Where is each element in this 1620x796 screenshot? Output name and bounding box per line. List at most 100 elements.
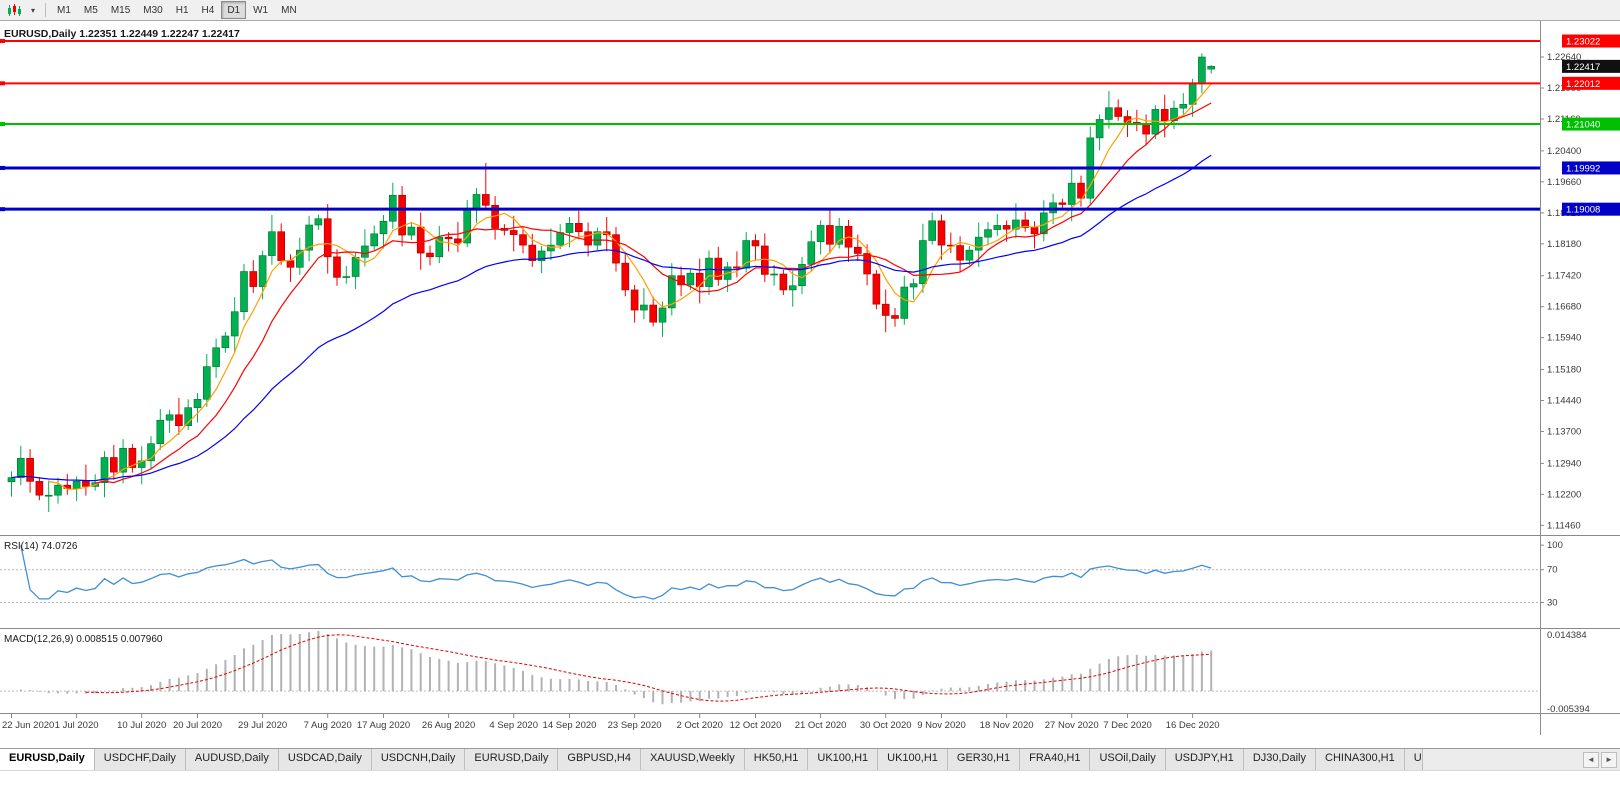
svg-text:30: 30 xyxy=(1547,597,1558,608)
svg-text:26 Aug 2020: 26 Aug 2020 xyxy=(422,720,475,731)
tab-fra40-h1[interactable]: FRA40,H1 xyxy=(1020,749,1091,770)
level-handle-1.19008[interactable] xyxy=(0,207,5,212)
level-price-box-1.23022: 1.23022 xyxy=(1562,34,1620,48)
tab-dj30-daily[interactable]: DJ30,Daily xyxy=(1243,749,1316,770)
level-price-box-1.21040: 1.21040 xyxy=(1562,117,1620,131)
timeframe-button-d1[interactable]: D1 xyxy=(221,1,247,19)
level-handle-1.21040[interactable] xyxy=(0,122,5,127)
tab-gbpusd-h4[interactable]: GBPUSD,H4 xyxy=(558,749,641,770)
svg-text:2 Oct 2020: 2 Oct 2020 xyxy=(676,720,722,731)
bottom-spacer xyxy=(0,735,1620,748)
svg-text:7 Dec 2020: 7 Dec 2020 xyxy=(1103,720,1152,731)
svg-text:100: 100 xyxy=(1547,540,1563,551)
svg-text:1.22012: 1.22012 xyxy=(1566,79,1600,90)
svg-text:1.19660: 1.19660 xyxy=(1547,177,1581,188)
svg-text:12 Oct 2020: 12 Oct 2020 xyxy=(730,720,782,731)
svg-text:23 Sep 2020: 23 Sep 2020 xyxy=(608,720,662,731)
svg-text:29 Jul 2020: 29 Jul 2020 xyxy=(238,720,287,731)
tab-usdjpy-h1[interactable]: USDJPY,H1 xyxy=(1165,749,1244,770)
timeframe-button-h4[interactable]: H4 xyxy=(201,4,215,16)
svg-text:-0.005394: -0.005394 xyxy=(1547,704,1590,715)
tab-scroll-right-button[interactable]: ► xyxy=(1601,751,1617,768)
timeframe-button-mn[interactable]: MN xyxy=(281,4,297,16)
price-chart-canvas[interactable]: 1.226401.219001.211601.204001.196601.189… xyxy=(0,21,1620,735)
svg-text:1.21040: 1.21040 xyxy=(1566,120,1600,131)
tab-eurusd-daily[interactable]: EURUSD,Daily xyxy=(0,749,95,770)
svg-text:1.20400: 1.20400 xyxy=(1547,146,1581,157)
tab-usoil-daily[interactable]: USOil,Daily xyxy=(1090,749,1166,770)
svg-text:1.15180: 1.15180 xyxy=(1547,365,1581,376)
svg-text:1.16680: 1.16680 xyxy=(1547,302,1581,313)
svg-text:30 Oct 2020: 30 Oct 2020 xyxy=(860,720,912,731)
timeframe-button-w1[interactable]: W1 xyxy=(253,4,269,16)
svg-text:10 Jul 2020: 10 Jul 2020 xyxy=(117,720,166,731)
svg-text:1.12200: 1.12200 xyxy=(1547,489,1581,500)
rsi-line xyxy=(20,545,1212,600)
svg-text:7 Aug 2020: 7 Aug 2020 xyxy=(304,720,352,731)
rsi-indicator-label: RSI(14) 74.0726 xyxy=(4,541,78,552)
tab-usdcnh-daily[interactable]: USDCNH,Daily xyxy=(371,749,466,770)
svg-text:1.22640: 1.22640 xyxy=(1547,52,1581,63)
timeframe-button-m5[interactable]: M5 xyxy=(83,4,98,16)
timeframe-button-m15[interactable]: M15 xyxy=(110,4,131,16)
tab-hk50-h1[interactable]: HK50,H1 xyxy=(744,749,809,770)
tab-ger30-h1[interactable]: GER30,H1 xyxy=(947,749,1021,770)
level-handle-1.19992[interactable] xyxy=(0,165,5,170)
chart-title: EURUSD,Daily 1.22351 1.22449 1.22247 1.2… xyxy=(4,28,240,40)
tab-audusd-daily[interactable]: AUDUSD,Daily xyxy=(185,749,279,770)
svg-text:4 Sep 2020: 4 Sep 2020 xyxy=(489,720,538,731)
candlestick-series xyxy=(7,53,1215,512)
status-bar xyxy=(0,770,1620,796)
timeframe-button-m30[interactable]: M30 xyxy=(143,4,163,16)
svg-text:9 Nov 2020: 9 Nov 2020 xyxy=(917,720,966,731)
macd-signal-line xyxy=(85,634,1212,702)
svg-text:1.19008: 1.19008 xyxy=(1566,205,1600,216)
svg-text:1.11460: 1.11460 xyxy=(1547,520,1581,531)
svg-text:1.17420: 1.17420 xyxy=(1547,271,1581,282)
level-price-box-1.22012: 1.22012 xyxy=(1562,76,1620,90)
tab-china300-h1[interactable]: CHINA300,H1 xyxy=(1316,749,1405,770)
tab-usdchf-daily[interactable]: USDCHF,Daily xyxy=(94,749,186,770)
svg-text:17 Aug 2020: 17 Aug 2020 xyxy=(357,720,410,731)
tab-scroll-left-button[interactable]: ◄ xyxy=(1583,751,1599,768)
ma-line-ema30[interactable] xyxy=(11,154,1212,482)
svg-text:1.22417: 1.22417 xyxy=(1566,62,1600,73)
ma-line-sma10[interactable] xyxy=(95,102,1212,484)
timeframe-button-m1[interactable]: M1 xyxy=(57,4,71,16)
level-price-box-1.19992: 1.19992 xyxy=(1562,161,1620,175)
svg-text:27 Nov 2020: 27 Nov 2020 xyxy=(1045,720,1099,731)
macd-histogram xyxy=(19,631,1213,705)
tab-usdcad-daily[interactable]: USDCAD,Daily xyxy=(278,749,372,770)
svg-text:70: 70 xyxy=(1547,565,1558,576)
tab-u[interactable]: U xyxy=(1404,749,1423,770)
svg-text:1.12940: 1.12940 xyxy=(1547,458,1581,469)
rsi-panel: 100 70 30 xyxy=(0,540,1563,608)
ma-line-sma5[interactable] xyxy=(48,83,1212,490)
level-handle-1.23022[interactable] xyxy=(0,39,5,44)
current-price-box: 1.22417 xyxy=(1562,59,1620,73)
price-axis: 1.226401.219001.211601.204001.196601.189… xyxy=(1540,52,1581,531)
timeframe-group: M1 M5 M15 M30 H1 H4 D1 W1 MN xyxy=(51,1,303,19)
svg-text:16 Dec 2020: 16 Dec 2020 xyxy=(1166,720,1220,731)
level-handle-1.22012[interactable] xyxy=(0,81,5,86)
tab-uk100-h1[interactable]: UK100,H1 xyxy=(878,749,948,770)
tab-eurusd-daily[interactable]: EURUSD,Daily xyxy=(465,749,559,770)
chart-tab-bar: EURUSD,Daily USDCHF,Daily AUDUSD,Daily USDC… xyxy=(0,748,1620,770)
svg-text:1.23022: 1.23022 xyxy=(1566,37,1600,48)
chart-type-button[interactable] xyxy=(3,1,25,20)
candlestick-chart-icon xyxy=(8,3,21,16)
chart-area[interactable]: 1.226401.219001.211601.204001.196601.189… xyxy=(0,21,1620,735)
tab-xauusd-weekly[interactable]: XAUUSD,Weekly xyxy=(640,749,745,770)
macd-indicator-label: MACD(12,26,9) 0.008515 0.007960 xyxy=(4,634,163,645)
svg-text:1.18180: 1.18180 xyxy=(1547,239,1581,250)
chart-type-caret-icon[interactable]: ▾ xyxy=(30,5,35,15)
svg-text:14 Sep 2020: 14 Sep 2020 xyxy=(543,720,597,731)
toolbar-separator xyxy=(45,3,46,17)
top-toolbar: ▾ M1 M5 M15 M30 H1 H4 D1 W1 MN xyxy=(0,0,1620,21)
timeframe-button-h1[interactable]: H1 xyxy=(175,4,189,16)
time-axis: 22 Jun 2020 1 Jul 2020 10 Jul 2020 20 Jul 2… xyxy=(2,714,1220,731)
tab-uk100-h1[interactable]: UK100,H1 xyxy=(808,749,879,770)
svg-text:22 Jun 2020: 22 Jun 2020 xyxy=(2,720,54,731)
tab-nav: ◄ ► xyxy=(1580,749,1620,770)
level-price-box-1.19008: 1.19008 xyxy=(1562,202,1620,216)
